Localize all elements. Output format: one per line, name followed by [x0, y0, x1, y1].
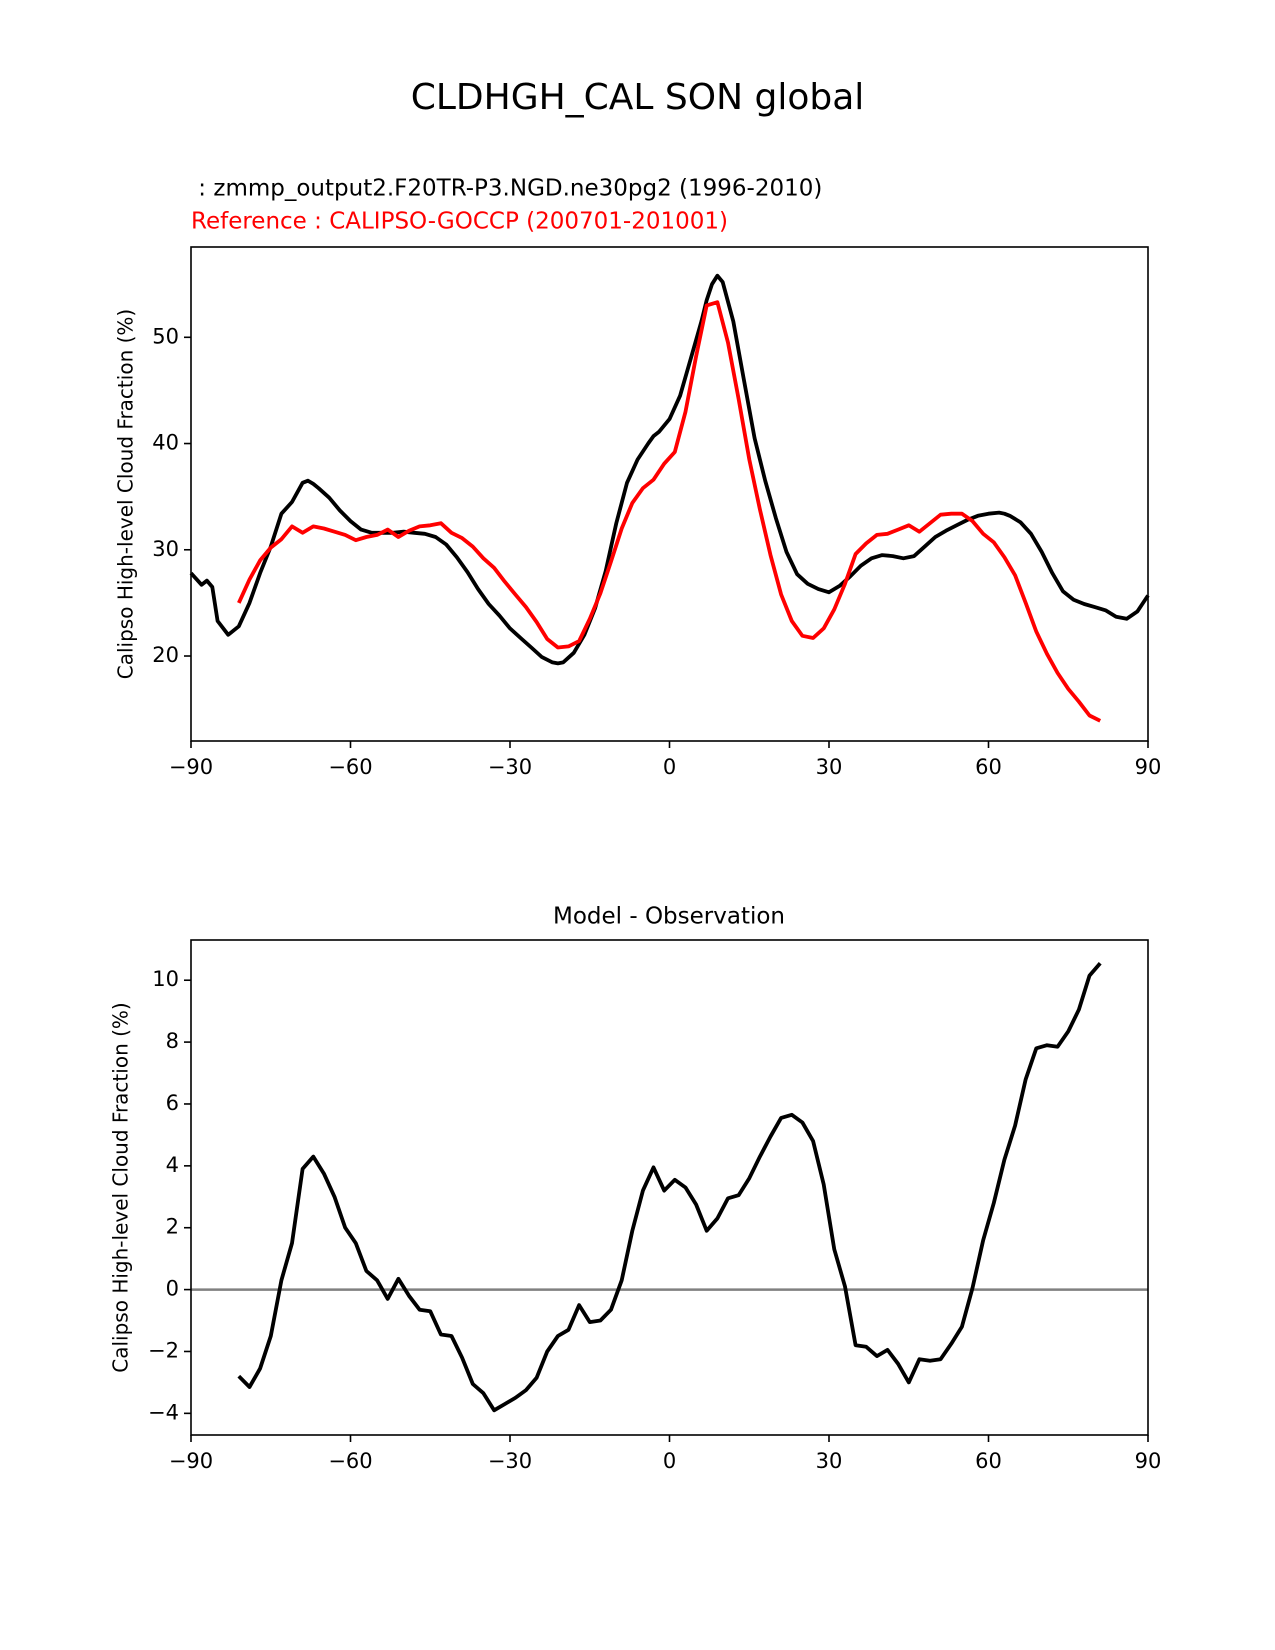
y-tick-label: 4: [166, 1153, 179, 1177]
x-tick-label: −90: [169, 1449, 213, 1473]
y-tick-label: 8: [166, 1029, 179, 1053]
y-tick-label: 50: [152, 324, 179, 348]
x-tick-label: 60: [975, 755, 1002, 779]
x-tick-label: −60: [328, 755, 372, 779]
model-line: [189, 273, 1150, 666]
x-tick-label: −30: [488, 1449, 532, 1473]
zonal-mean-panel: −90 −60 −30 0 30 60 90 20 30 40 50 Calipso High-lev…: [114, 246, 1162, 779]
x-tick-label: 0: [663, 755, 676, 779]
difference-panel: −90 −60 −30 0 30 60 90 −4 −2 0 2 4 6 8 10 Calipso High-…: [109, 939, 1162, 1473]
test-case-label: : zmmp_output2.F20TR-P3.NGD.ne30pg2 (199…: [191, 176, 822, 202]
y-tick-label: −2: [148, 1338, 179, 1362]
y-axis-label: Calipso High-level Cloud Fraction (%): [114, 309, 138, 679]
reference-label: Reference : CALIPSO-GOCCP (200701-201001…: [191, 209, 728, 235]
y-tick-label: 20: [152, 643, 179, 667]
y-axis-label: Calipso High-level Cloud Fraction (%): [109, 1002, 133, 1372]
y-tick-label: 0: [166, 1277, 179, 1301]
y-tick-label: 6: [166, 1091, 179, 1115]
y-tick-label: 40: [152, 431, 179, 455]
x-tick-label: −30: [488, 755, 532, 779]
difference-line: [237, 961, 1102, 1413]
x-tick-label: 0: [663, 1449, 676, 1473]
y-tick-label: 10: [152, 967, 179, 991]
x-tick-label: 90: [1135, 755, 1162, 779]
reference-line: [237, 300, 1102, 723]
x-tick-label: 30: [816, 755, 843, 779]
x-tick-label: −60: [328, 1449, 372, 1473]
x-tick-label: 90: [1135, 1449, 1162, 1473]
y-tick-label: 30: [152, 537, 179, 561]
difference-panel-title: Model - Observation: [553, 904, 785, 930]
x-tick-label: 30: [816, 1449, 843, 1473]
x-tick-label: −90: [169, 755, 213, 779]
y-tick-label: −4: [148, 1400, 179, 1424]
figure-title: CLDHGH_CAL SON global: [411, 77, 865, 118]
x-tick-label: 60: [975, 1449, 1002, 1473]
y-tick-label: 2: [166, 1215, 179, 1239]
